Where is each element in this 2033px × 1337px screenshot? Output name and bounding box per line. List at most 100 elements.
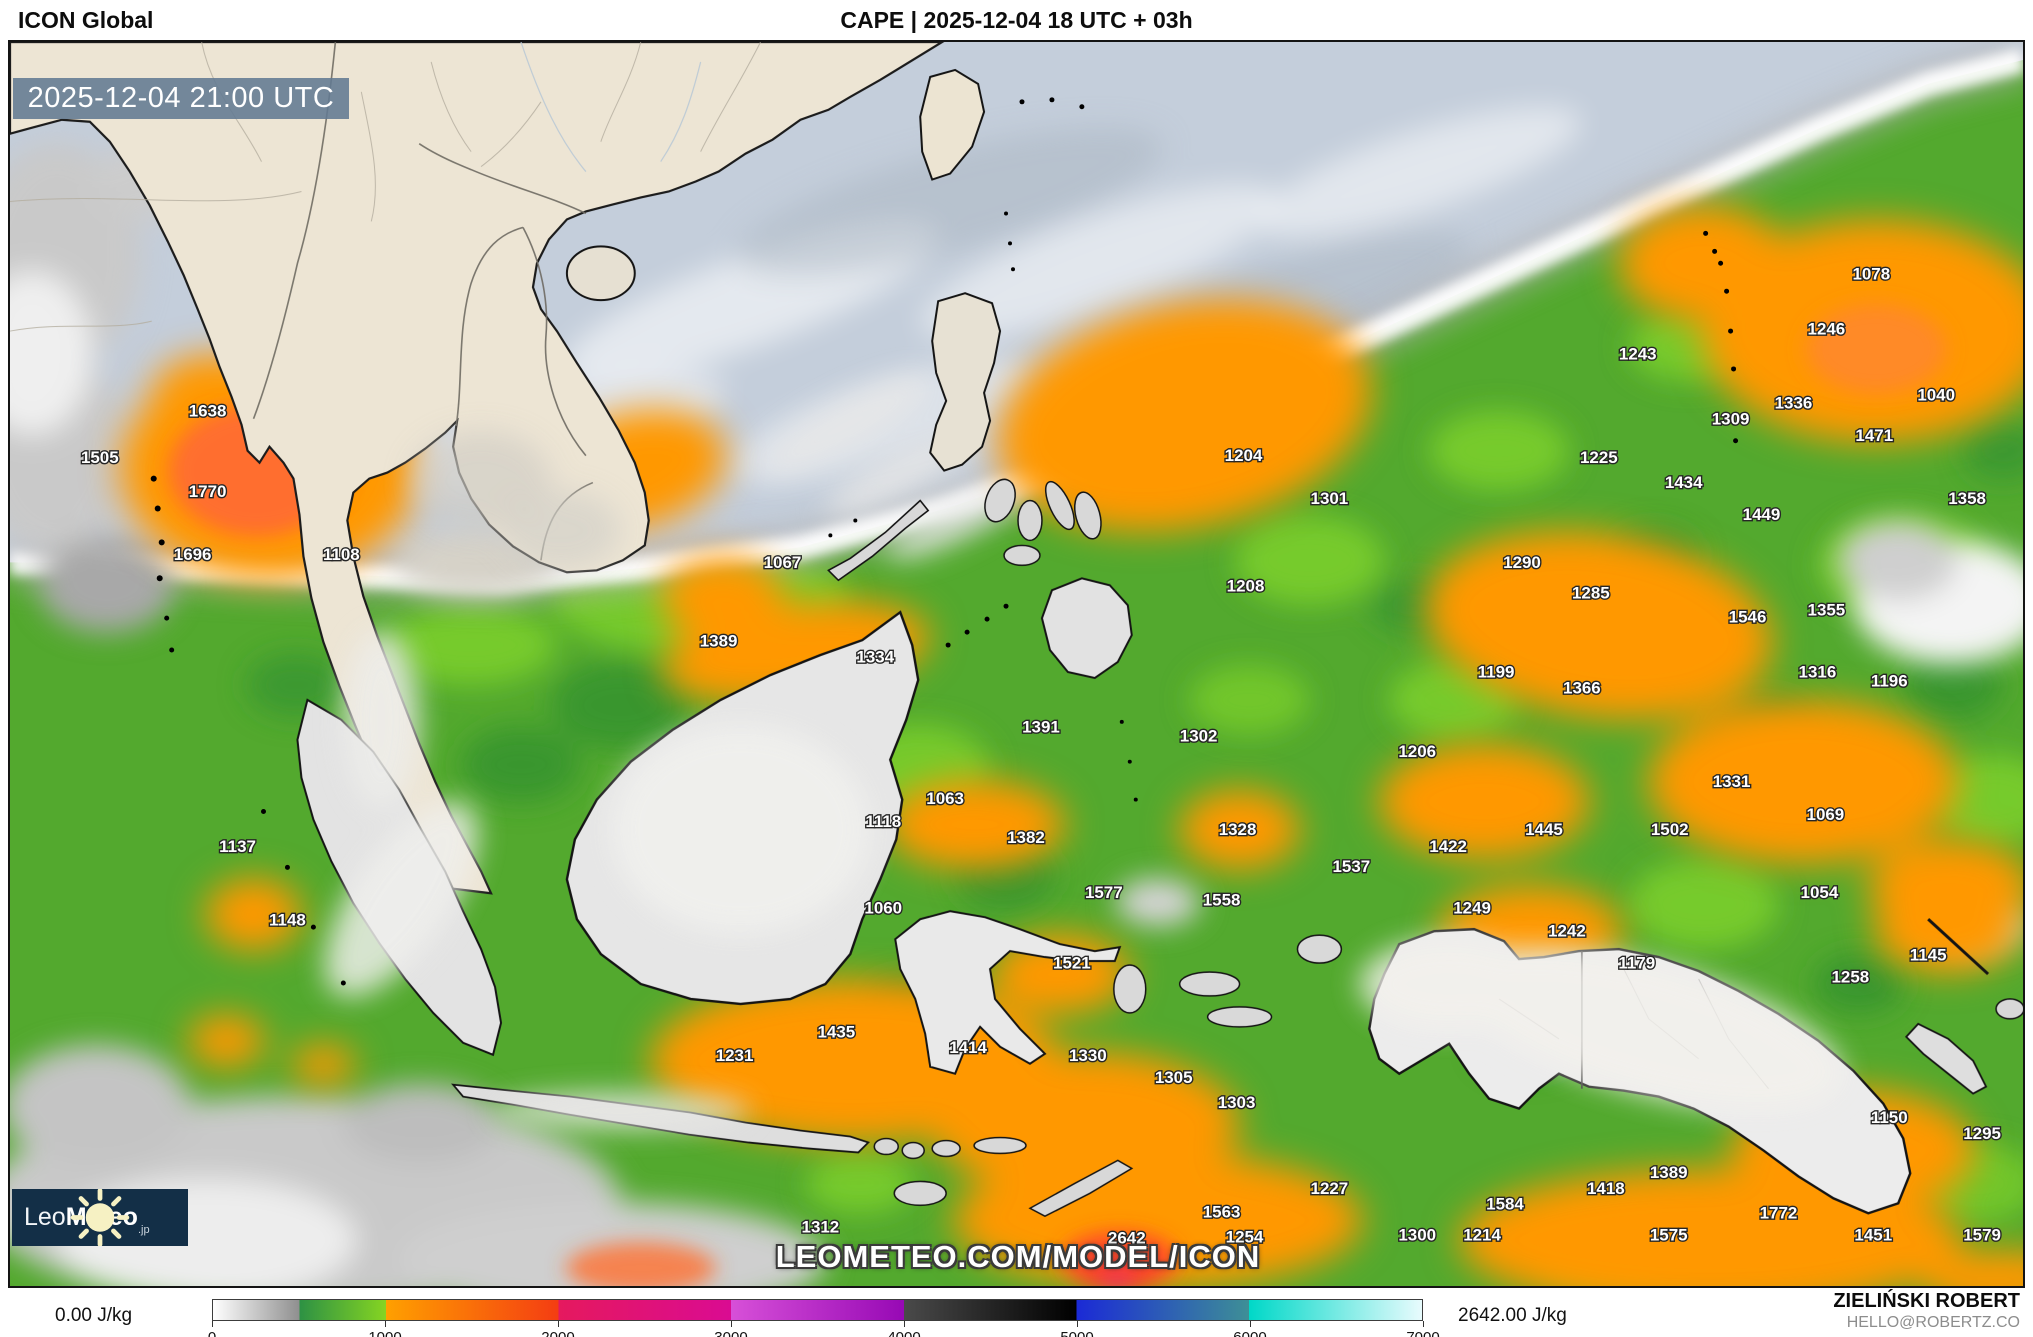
cape-value-label: 1638 <box>189 401 227 420</box>
cape-value-label: 1358 <box>1948 489 1986 508</box>
cape-value-label: 1563 <box>1203 1203 1241 1222</box>
colorbar-tick-label: 4000 <box>887 1329 920 1337</box>
cape-map: 1638 1505 1770 1696 1108 1067 1389 1334 1137 1148… <box>10 42 2023 1286</box>
cape-value-label: 1254 <box>1226 1228 1264 1247</box>
cape-value-label: 1575 <box>1650 1226 1688 1245</box>
cape-value-label: 1334 <box>856 648 894 667</box>
cape-value-label: 1537 <box>1332 857 1370 876</box>
logo-text-leo: Leo <box>24 1203 66 1231</box>
cape-value-label: 1145 <box>1910 946 1947 965</box>
cape-value-label: 1206 <box>1398 742 1436 761</box>
colorbar-tick-label: 2000 <box>541 1329 574 1337</box>
cape-value-label: 1502 <box>1651 820 1689 839</box>
cape-value-label: 1199 <box>1478 662 1515 681</box>
cape-value-label: 1300 <box>1398 1226 1436 1245</box>
colorbar-gradient <box>212 1299 1423 1321</box>
cape-value-label: 1179 <box>1618 954 1655 973</box>
cape-value-label: 1312 <box>802 1218 840 1237</box>
cape-value-label: 1204 <box>1225 446 1263 465</box>
cape-value-label: 1414 <box>949 1038 987 1057</box>
cape-value-label: 1067 <box>764 553 802 572</box>
cape-value-label: 1118 <box>865 812 901 831</box>
cape-value-label: 1069 <box>1807 805 1845 824</box>
cape-value-label: 1249 <box>1453 899 1491 918</box>
cape-value-label: 1225 <box>1580 448 1618 467</box>
cape-value-label: 1108 <box>323 545 360 564</box>
cape-value-label: 1309 <box>1712 409 1750 428</box>
cape-value-label: 1227 <box>1311 1179 1349 1198</box>
colorbar-tick-label: 7000 <box>1406 1329 1439 1337</box>
cape-value-label: 1301 <box>1311 489 1349 508</box>
credit-author: ZIELIŃSKI ROBERT <box>1833 1290 2020 1312</box>
cape-value-label: 1302 <box>1180 726 1218 745</box>
cape-value-label: 1471 <box>1855 426 1893 445</box>
cape-value-label: 1040 <box>1917 385 1955 404</box>
cape-value-label: 1445 <box>1525 820 1563 839</box>
cape-value-label: 1696 <box>174 545 212 564</box>
cape-value-label: 1422 <box>1429 837 1467 856</box>
cape-value-label: 1382 <box>1007 828 1045 847</box>
colorbar-tick <box>730 1321 732 1327</box>
colorbar-tick <box>1249 1321 1251 1327</box>
cape-value-label: 1243 <box>1619 345 1657 364</box>
colorbar-tick <box>557 1321 559 1327</box>
cape-value-label: 1063 <box>926 789 964 808</box>
cape-value-label: 1584 <box>1486 1195 1524 1214</box>
map-canvas: 1638 1505 1770 1696 1108 1067 1389 1334 1137 1148… <box>8 40 2025 1288</box>
colorbar-tick <box>904 1321 905 1327</box>
cape-value-label: 1391 <box>1022 717 1060 736</box>
colorbar-tick-label: 1000 <box>368 1329 401 1337</box>
cape-value-label: 1449 <box>1743 505 1781 524</box>
colorbar-tick-label: 5000 <box>1060 1329 1093 1337</box>
cape-value-label: 1772 <box>1760 1204 1798 1223</box>
colorbar-tick <box>1423 1321 1424 1327</box>
cape-value-label: 1242 <box>1548 922 1586 941</box>
cape-value-label: 1579 <box>1963 1226 2001 1245</box>
cape-value-label: 1148 <box>269 911 306 930</box>
cape-value-label: 1330 <box>1069 1046 1107 1065</box>
cape-value-label: 1451 <box>1854 1226 1892 1245</box>
cape-value-label: 1389 <box>1650 1163 1688 1182</box>
cape-value-label: 1231 <box>716 1046 754 1065</box>
cape-value-label: 1214 <box>1463 1226 1501 1245</box>
logo-text-jp: .jp <box>137 1224 150 1236</box>
page-title: CAPE | 2025-12-04 18 UTC + 03h <box>840 7 1193 33</box>
cape-value-label: 1418 <box>1587 1179 1625 1198</box>
colorbar-tick-label: 3000 <box>714 1329 747 1337</box>
cape-value-label: 1060 <box>864 899 902 918</box>
cape-value-label: 1303 <box>1218 1093 1256 1112</box>
cape-value-label: 1246 <box>1808 320 1846 339</box>
cape-value-label: 1328 <box>1219 820 1257 839</box>
cape-value-labels: 1638 1505 1770 1696 1108 1067 1389 1334 1137 1148… <box>80 263 2003 1249</box>
colorbar-tick <box>1077 1321 1078 1327</box>
cape-value-label: 1285 <box>1572 584 1610 603</box>
cape-value-label: 1054 <box>1801 883 1839 902</box>
cape-value-label: 1316 <box>1799 662 1837 681</box>
land-interior-clouds <box>324 430 1843 1129</box>
cape-value-label: 1295 <box>1963 1124 2001 1143</box>
colorbar-tick <box>212 1321 213 1327</box>
cape-value-label: 1355 <box>1808 601 1846 620</box>
cape-value-label: 1521 <box>1053 954 1091 973</box>
cape-value-label: 1505 <box>81 448 119 467</box>
cape-value-label: 1770 <box>189 482 227 501</box>
cape-value-label: 1434 <box>1665 473 1703 492</box>
leometeo-logo: LeoMeteo.jp <box>12 1189 188 1246</box>
cape-value-label: 1336 <box>1775 393 1813 412</box>
colorbar: 0 1000 2000 3000 4000 5000 6000 7000 <box>208 1299 1440 1337</box>
cape-value-label: 1546 <box>1729 608 1767 627</box>
sun-icon <box>70 1189 130 1246</box>
province-borders <box>10 42 761 332</box>
cape-value-label: 1196 <box>1871 671 1908 690</box>
colorbar-tick-label: 6000 <box>1233 1329 1266 1337</box>
cape-value-label: 1389 <box>700 632 738 651</box>
colorbar-tick <box>385 1321 386 1327</box>
cape-value-label: 1558 <box>1203 891 1241 910</box>
cape-value-label: 1305 <box>1155 1068 1193 1087</box>
cape-value-label: 1137 <box>219 837 256 856</box>
watermark: LEOMETEO.COM/MODEL/ICON <box>775 1239 1261 1274</box>
cape-value-label: 1366 <box>1563 678 1601 697</box>
cape-value-label: 1290 <box>1503 553 1541 572</box>
colorbar-min-value: 0.00 J/kg <box>55 1305 133 1326</box>
colorbar-tick-label: 0 <box>208 1329 216 1337</box>
